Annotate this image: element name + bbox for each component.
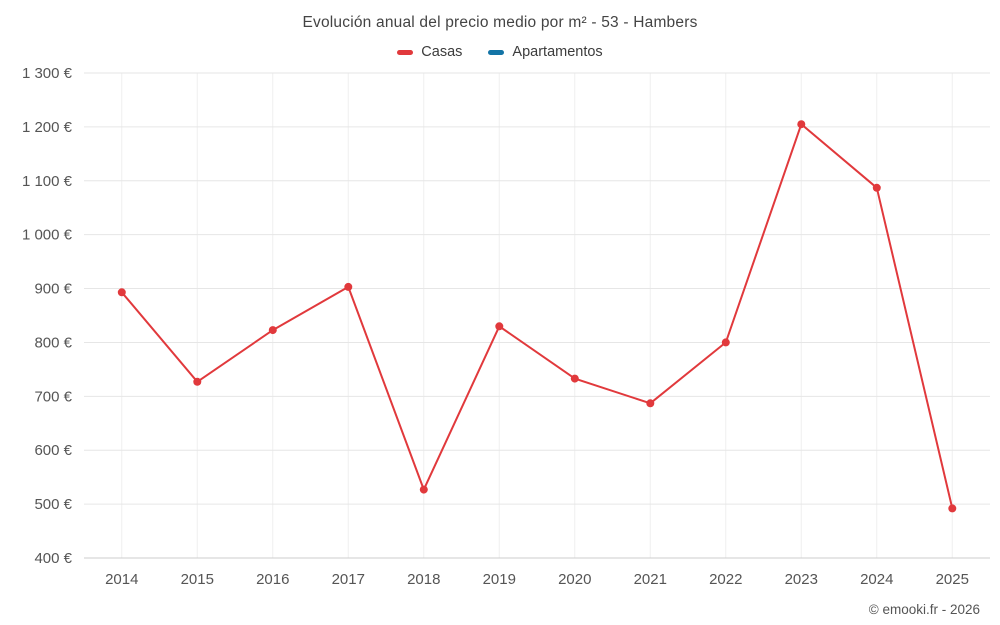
- x-axis-tick-label: 2019: [483, 571, 516, 588]
- data-point-casas: [872, 183, 881, 192]
- x-axis-tick-label: 2017: [332, 571, 365, 588]
- y-axis-tick-label: 1 100 €: [22, 173, 73, 190]
- legend-label-casas: Casas: [421, 44, 463, 60]
- data-point-casas: [193, 377, 202, 386]
- data-point-casas: [721, 338, 730, 347]
- y-axis-tick-label: 700 €: [34, 388, 72, 405]
- x-axis-tick-label: 2025: [936, 571, 969, 588]
- x-axis-tick-label: 2024: [860, 571, 893, 588]
- data-point-casas: [344, 282, 353, 291]
- data-point-casas: [797, 120, 806, 129]
- y-axis-tick-label: 600 €: [34, 442, 72, 459]
- y-axis-tick-label: 1 000 €: [22, 227, 73, 244]
- x-axis-tick-label: 2022: [709, 571, 742, 588]
- apartamentos-series-swatch-icon: [488, 49, 505, 55]
- data-point-casas: [117, 288, 126, 297]
- y-axis-tick-label: 900 €: [34, 281, 72, 298]
- chart-title: Evolución anual del precio medio por m² …: [302, 14, 698, 31]
- data-point-casas: [495, 322, 504, 331]
- data-point-casas: [948, 504, 957, 513]
- y-axis-tick-label: 400 €: [34, 550, 72, 567]
- data-point-casas: [419, 485, 428, 494]
- x-axis-tick-label: 2018: [407, 571, 440, 588]
- casas-series-swatch-icon: [397, 49, 414, 55]
- y-axis-tick-label: 500 €: [34, 496, 72, 513]
- y-axis-tick-label: 1 300 €: [22, 65, 73, 82]
- y-axis-tick-label: 1 200 €: [22, 119, 73, 136]
- legend-item-apartamentos[interactable]: Apartamentos: [488, 44, 603, 60]
- x-axis-tick-label: 2020: [558, 571, 591, 588]
- x-axis-tick-label: 2016: [256, 571, 289, 588]
- copyright-attribution: © emooki.fr - 2026: [868, 602, 980, 617]
- chart-legend: Casas Apartamentos: [0, 44, 1000, 60]
- x-axis-tick-label: 2023: [785, 571, 818, 588]
- data-point-casas: [268, 326, 277, 335]
- data-point-casas: [646, 399, 655, 408]
- legend-item-casas[interactable]: Casas: [397, 44, 462, 60]
- legend-label-apartamentos: Apartamentos: [512, 44, 603, 60]
- x-axis-tick-label: 2015: [181, 571, 214, 588]
- x-axis-tick-label: 2014: [105, 571, 138, 588]
- data-point-casas: [570, 374, 579, 383]
- series-line-casas: [120, 123, 954, 510]
- x-axis-tick-label: 2021: [634, 571, 667, 588]
- y-axis-tick-label: 800 €: [34, 334, 72, 351]
